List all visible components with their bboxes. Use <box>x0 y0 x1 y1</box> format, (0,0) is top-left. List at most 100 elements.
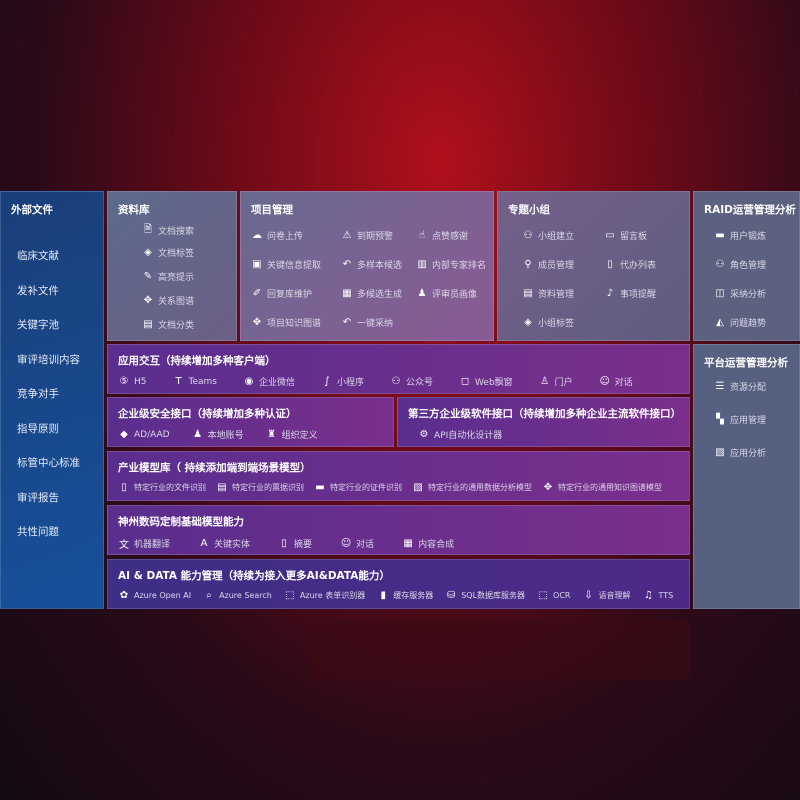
aidata-item[interactable]: ⬚ Azure 表单识别器 <box>284 590 365 601</box>
library-item[interactable]: ◈ 文档标签 <box>142 246 194 259</box>
external-file-item[interactable]: 关键字池 <box>17 319 59 331</box>
industry-item[interactable]: ▧ 特定行业的通用数据分析模型 <box>412 482 532 493</box>
project-item[interactable]: ⚠ 到期预警 <box>341 229 394 242</box>
aidata-item[interactable]: ✿ Azure Open AI <box>118 590 191 601</box>
aidata-item[interactable]: ⇩ 语音理解 <box>583 590 630 601</box>
project-item[interactable]: ☝ 点赞感谢 <box>416 229 468 242</box>
platform-item[interactable]: ▚ 应用管理 <box>714 413 766 426</box>
external-file-item[interactable]: 发补文件 <box>17 284 59 297</box>
project-item[interactable]: ♟ 评审员画像 <box>416 287 478 300</box>
app-item[interactable]: ∫ 小程序 <box>321 375 364 388</box>
item-label: 特定行业的通用知识图谱模型 <box>558 483 662 492</box>
industry-item[interactable]: ✥ 特定行业的通用知识图谱模型 <box>542 482 662 493</box>
app-item[interactable]: ♙ 门户 <box>539 375 573 388</box>
app-item[interactable]: ☺ 对话 <box>599 375 632 388</box>
item-label: 摘要 <box>294 540 313 550</box>
aidata-item[interactable]: ⌕ Azure Search <box>203 590 272 601</box>
library-item[interactable]: ▤ 文档分类 <box>142 318 194 331</box>
raid-item[interactable]: ◫ 采纳分析 <box>714 287 766 300</box>
library-item[interactable]: ✎ 高亮提示 <box>142 270 194 283</box>
third-item[interactable]: ⚙ API自动化设计器 <box>418 428 503 441</box>
platform-item[interactable]: ▧ 应用分析 <box>714 446 766 459</box>
industry-item[interactable]: ▤ 特定行业的票据识别 <box>216 482 304 493</box>
base-item[interactable]: ☺ 对话 <box>340 536 374 551</box>
external-file-item[interactable]: 竞争对手 <box>17 388 59 400</box>
group-item[interactable]: ♪ 事项提醒 <box>604 287 656 300</box>
reply-icon: ↶ <box>342 259 352 270</box>
base-item[interactable]: A 关键实体 <box>198 536 250 551</box>
aidata-item[interactable]: ♫ TTS <box>643 590 673 601</box>
item-label: 文档分类 <box>158 321 195 331</box>
base-item[interactable]: ▦ 内容合成 <box>402 536 454 551</box>
project-item[interactable]: ↶ 一键采纳 <box>341 316 393 329</box>
app-item[interactable]: ◉ 企业微信 <box>243 375 295 388</box>
group-item[interactable]: ⚇ 小组建立 <box>522 229 575 242</box>
app-item[interactable]: T Teams <box>173 375 217 388</box>
item-label: SQL数据库服务器 <box>461 591 526 600</box>
group-item[interactable]: ▯ 代办列表 <box>604 258 656 271</box>
external-file-item[interactable]: 审评报告 <box>17 491 59 504</box>
industry-title: 产业模型库（ 持续添加端到端场景模型） <box>118 462 311 474</box>
external-file-item[interactable]: 审评培训内容 <box>17 353 80 366</box>
graph-icon: ✥ <box>543 482 553 493</box>
group-item[interactable]: ⚲ 成员管理 <box>522 258 574 271</box>
aidata-item[interactable]: ▮ 缓存服务器 <box>377 590 433 601</box>
tag-icon: ◈ <box>524 317 532 328</box>
edit-icon: ✐ <box>252 288 262 299</box>
project-item[interactable]: ▦ 多候选生成 <box>341 287 402 300</box>
openai-icon: ✿ <box>119 590 129 601</box>
external-file-item[interactable]: 共性问题 <box>17 526 59 538</box>
external-file-item[interactable]: 临床文献 <box>17 250 59 262</box>
ocr-icon: ⬚ <box>538 590 548 601</box>
app-item[interactable]: ⑤ H5 <box>118 375 147 388</box>
aidata-item[interactable]: ⛁ SQL数据库服务器 <box>445 590 525 601</box>
app-item[interactable]: ◻ Web飘窗 <box>459 375 513 388</box>
clipboard-icon: ▯ <box>607 259 613 270</box>
group-item[interactable]: ▤ 资料管理 <box>522 287 574 300</box>
raid-item[interactable]: ▬ 用户锻炼 <box>714 229 766 242</box>
security-item[interactable]: ◆ AD/AAD <box>118 428 169 441</box>
security-item[interactable]: ♜ 组织定义 <box>266 428 318 441</box>
group-item[interactable]: ◈ 小组标签 <box>522 316 574 329</box>
aidata-item[interactable]: ⬚ OCR <box>537 590 570 601</box>
raid-item[interactable]: ◭ 问题趋势 <box>714 316 766 329</box>
item-label: Azure Search <box>219 591 272 600</box>
item-label: 特定行业的文件识别 <box>134 483 206 492</box>
graph-icon: ✥ <box>143 295 153 306</box>
project-item[interactable]: ☁ 问卷上传 <box>251 229 303 242</box>
third-party-panel: 第三方企业级软件接口（持续增加多种企业主流软件接口） ⚙ API自动化设计器 <box>397 397 690 447</box>
item-label: Teams <box>188 376 217 387</box>
item-label: Azure Open AI <box>134 591 192 600</box>
project-item[interactable]: ↶ 多样本候选 <box>341 258 402 271</box>
project-item[interactable]: ▣ 关键信息提取 <box>251 258 321 271</box>
platform-item[interactable]: ☰ 资源分配 <box>714 380 767 393</box>
item-label: 留言板 <box>620 232 648 242</box>
item-label: 问题趋势 <box>730 319 767 329</box>
raid-panel: RAID运营管理分析 ▬ 用户锻炼 ⚇ 角色管理 ◫ 采纳分析 ◭ 问题趋势 <box>693 191 800 341</box>
library-item[interactable]: 🗎 文档搜索 <box>142 222 194 239</box>
external-file-item[interactable]: 标管中心标准 <box>17 457 80 469</box>
base-item[interactable]: ▯ 摘要 <box>278 536 312 551</box>
aidata-panel: AI & DATA 能力管理（持续为接入更多AI&DATA能力） ✿ Azure O… <box>107 559 690 609</box>
industry-item[interactable]: ▬ 特定行业的证件识别 <box>314 482 402 493</box>
group-item[interactable]: ▭ 留言板 <box>604 229 647 242</box>
item-label: H5 <box>134 376 147 387</box>
item-label: 成员管理 <box>538 261 575 271</box>
search-icon: ⌕ <box>206 590 212 601</box>
library-item[interactable]: ✥ 关系图谱 <box>142 294 194 307</box>
security-item[interactable]: ♟ 本地账号 <box>192 428 244 441</box>
folder-icon: ▤ <box>523 288 533 299</box>
project-item[interactable]: ▥ 内部专家排名 <box>416 258 486 271</box>
project-item[interactable]: ✥ 项目知识图谱 <box>251 316 321 329</box>
users-icon: ⚇ <box>391 376 401 387</box>
base-item[interactable]: 文机器翻译 <box>118 536 170 551</box>
pen-icon: ✎ <box>143 271 153 282</box>
html5-icon: ⑤ <box>119 376 129 387</box>
app-item[interactable]: ⚇ 公众号 <box>390 375 434 388</box>
external-file-item[interactable]: 指导原则 <box>17 422 59 435</box>
chat-icon: ☺ <box>599 376 610 387</box>
cloud-upload-icon: ☁ <box>252 230 262 241</box>
industry-item[interactable]: ▯ 特定行业的文件识别 <box>118 482 206 493</box>
raid-item[interactable]: ⚇ 角色管理 <box>714 258 767 271</box>
project-item[interactable]: ✐ 回复库维护 <box>251 287 312 300</box>
